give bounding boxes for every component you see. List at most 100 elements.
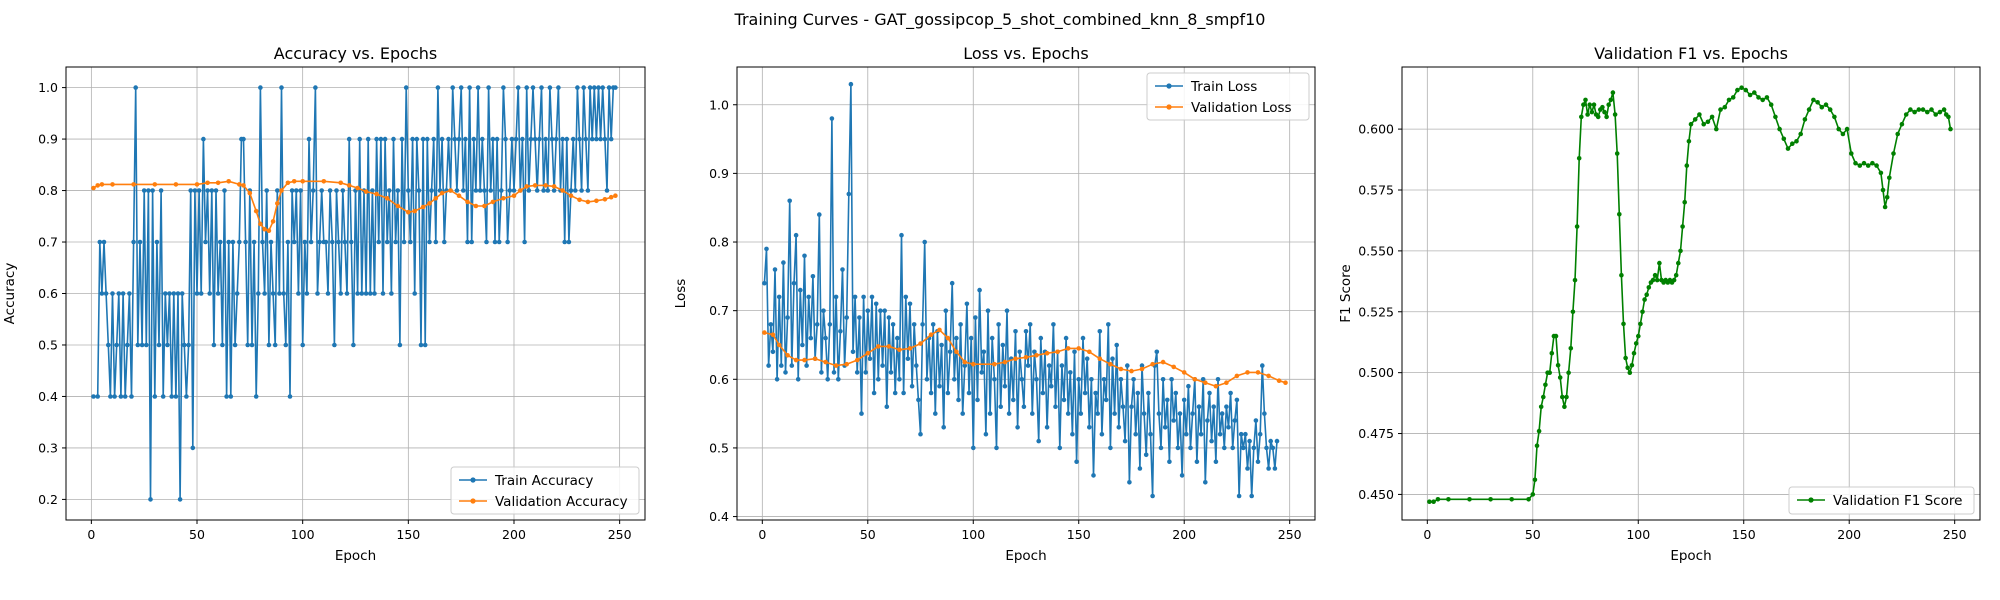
panel-2-x-tick-label: 100 [1626,527,1650,542]
panel-0-legend-marker-train-accuracy [470,477,476,483]
panel-2-legend-marker-validation-f1-score [1808,497,1814,503]
panel-0-data-point-validation-accuracy [482,203,487,209]
panel-2-data-point-validation-f1-score [1870,160,1875,166]
panel-1-data-point-train-loss [1089,377,1094,382]
panel-2-data-point-validation-f1-score [1705,119,1711,125]
panel-0-legend-marker-validation-accuracy [470,498,476,504]
panel-0-data-point-train-accuracy [556,85,561,90]
panel-1-data-point-train-loss [1065,411,1071,416]
panel-1-data-point-train-loss [1243,431,1248,437]
panel-1-data-point-train-loss [770,349,776,355]
panel-1-data-point-train-loss [1036,438,1041,444]
panel-1-data-point-train-loss [1135,390,1141,396]
panel-1-data-point-train-loss [1122,438,1128,444]
panel-0-data-point-train-accuracy [175,291,181,296]
panel-0-data-point-train-accuracy [368,291,373,296]
panel-1-data-point-train-loss [1148,431,1153,437]
panel-1-data-point-train-loss [831,370,837,375]
panel-0-data-point-train-accuracy [125,342,130,348]
panel-2-data-point-validation-f1-score [1541,394,1546,400]
panel-1-data-point-validation-loss [812,356,818,362]
panel-2-data-point-validation-f1-score [1802,117,1808,122]
panel-1-data-point-train-loss [1013,329,1018,334]
panel-0-data-point-train-accuracy [218,239,223,245]
panel-0-data-point-train-accuracy [139,342,145,348]
panel-0-data-point-train-accuracy [490,136,496,142]
panel-2-data-point-validation-f1-score [1891,151,1896,156]
panel-1-y-tick-label: 1.0 [709,97,729,112]
panel-0-data-point-train-accuracy [310,188,316,193]
panel-2-data-point-validation-f1-score [1652,272,1658,278]
panel-1-data-point-train-loss [1169,377,1174,382]
panel-0-data-point-validation-accuracy [194,182,200,187]
panel-1-data-point-train-loss [924,377,930,382]
panel-1-data-point-validation-loss [1160,359,1166,365]
panel-0-data-point-train-accuracy [186,342,191,348]
panel-1-data-point-train-loss [949,280,955,286]
panel-2-data-point-validation-f1-score [1941,107,1947,112]
panel-0-data-point-validation-accuracy [279,188,284,193]
panel-2-data-point-validation-f1-score [1692,117,1698,122]
panel-2-data-point-validation-f1-score [1657,260,1662,266]
accuracy-panel: 0 50 100 150 200 250 0.2 0.3 0.4 0.5 0.6 0.7 0.8 0.9 1… [2,44,646,564]
panel-1-data-point-train-loss [1074,459,1079,465]
panel-0-data-point-train-accuracy [357,136,363,142]
panel-2-data-point-validation-f1-score [1764,95,1770,100]
panel-0-data-point-train-accuracy [539,85,544,90]
panel-1-data-point-train-loss [1076,377,1081,382]
panel-1-data-point-train-loss [1068,370,1073,375]
panel-1-data-point-train-loss [817,212,822,217]
panel-0-data-point-validation-accuracy [427,201,432,206]
panel-1-data-point-train-loss [928,390,934,396]
panel-0-data-point-train-accuracy [484,239,489,245]
panel-0-data-point-train-accuracy [403,85,409,90]
panel-0-data-point-train-accuracy [300,342,306,348]
panel-0-data-point-train-accuracy [553,136,559,142]
panel-0-data-point-train-accuracy [488,188,494,193]
panel-0-data-point-train-accuracy [370,188,375,193]
panel-1-data-point-train-loss [1019,377,1025,382]
panel-1-data-point-train-loss [863,370,868,375]
panel-0-data-point-train-accuracy [452,136,458,142]
panel-2-x-tick-label: 50 [1525,527,1541,542]
panel-2-data-point-validation-f1-score [1579,114,1584,120]
panel-2-data-point-validation-f1-score [1853,160,1858,166]
panel-0-data-point-validation-accuracy [433,196,439,201]
panel-0-data-point-train-accuracy [442,239,447,245]
panel-2-data-point-validation-f1-score [1587,102,1592,107]
panel-0-data-point-train-accuracy [608,136,614,142]
panel-1-data-point-train-loss [933,411,938,416]
panel-0-data-point-train-accuracy [101,239,107,245]
panel-1-y-tick-label: 0.8 [709,235,729,250]
panel-2-data-point-validation-f1-score [1884,195,1890,200]
panel-0-data-point-train-accuracy [520,136,525,142]
panel-1-data-point-train-loss [844,315,849,320]
panel-1-data-point-validation-loss [1276,378,1282,384]
panel-1-data-point-train-loss [1129,404,1134,410]
panel-1-data-point-train-loss [810,274,816,279]
panel-1-data-point-train-loss [1133,431,1138,437]
panel-1-data-point-train-loss [1186,383,1191,389]
panel-1-data-point-train-loss [1207,390,1212,396]
panel-1-data-point-train-loss [905,356,911,362]
panel-1-data-point-validation-loss [833,363,839,368]
panel-2-data-point-validation-f1-score [1608,97,1614,103]
panel-2-data-point-validation-f1-score [1621,321,1626,327]
panel-0-data-point-train-accuracy [163,291,168,296]
panel-2-data-point-validation-f1-score [1553,333,1559,339]
panel-1-data-point-train-loss [1181,397,1187,403]
panel-0-data-point-train-accuracy [397,342,403,348]
panel-0-data-point-train-accuracy [344,291,350,296]
panel-1-data-point-validation-loss [1245,370,1250,375]
panel-1-data-point-validation-loss [770,332,776,338]
panel-1-data-point-train-loss [779,363,784,368]
panel-2-data-point-validation-f1-score [1595,114,1601,120]
panel-2-data-point-validation-f1-score [1631,350,1637,356]
panel-1-data-point-train-loss [1205,418,1210,423]
panel-1-data-point-train-loss [1274,438,1280,444]
panel-1-data-point-validation-loss [1203,380,1208,386]
panel-0-data-point-train-accuracy [473,188,479,193]
panel-0-data-point-train-accuracy [222,188,227,193]
panel-2-data-point-validation-f1-score [1572,277,1578,283]
panel-1-data-point-validation-loss [954,349,959,355]
